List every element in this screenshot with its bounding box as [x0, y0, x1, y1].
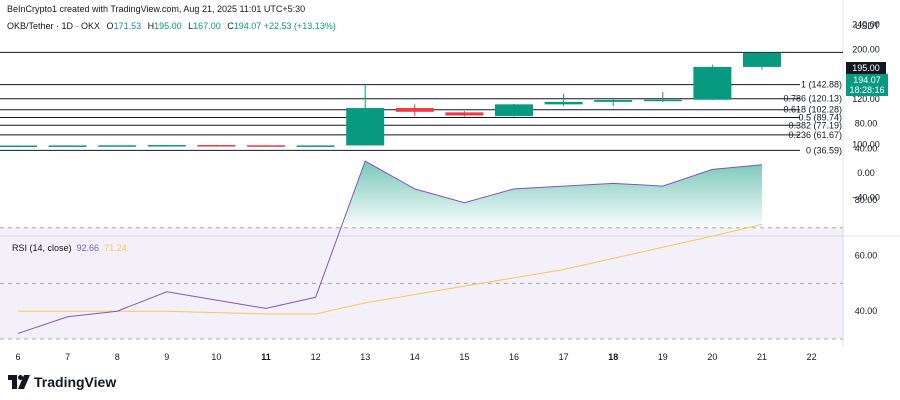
rsi-line — [17, 160, 763, 334]
price-tick-label: 40.00 — [855, 143, 878, 153]
rsi-tick-label: 60.00 — [855, 251, 878, 261]
countdown-text: 18:28:16 — [849, 85, 884, 95]
created-note: BeInCrypto1 created with TradingView.com… — [7, 4, 306, 14]
tradingview-icon — [8, 375, 30, 389]
date-tick-label: 10 — [211, 352, 221, 362]
candle-body — [594, 100, 633, 102]
price-tick-label: 120.00 — [852, 94, 880, 104]
candle-body — [48, 145, 87, 147]
price-pane: 1 (142.88)0.786 (120.13)0.618 (102.28)0.… — [0, 51, 843, 155]
price-tick-label: 200.00 — [852, 44, 880, 54]
candle-body — [147, 145, 186, 147]
rsi-overbought-fill — [340, 161, 762, 228]
price-tick-label: −40.00 — [852, 193, 880, 203]
fib-level-label: 0 (36.59) — [806, 145, 842, 155]
date-tick-label: 11 — [261, 352, 271, 362]
candle-body — [98, 145, 137, 147]
date-tick-label: 14 — [410, 352, 420, 362]
high-value: 195.00 — [154, 21, 182, 31]
rsi-background-band — [0, 227, 843, 339]
rsi-tick-label: 40.00 — [855, 306, 878, 316]
price-tick-label: 0.00 — [857, 168, 875, 178]
candle-body — [296, 145, 335, 147]
rsi-pane — [0, 160, 843, 340]
rsi-ma-value: 71.24 — [104, 243, 127, 253]
close-value: 194.07 — [233, 21, 262, 31]
fib-level-label: 0.382 (77.19) — [788, 120, 842, 130]
date-tick-label: 15 — [459, 352, 469, 362]
high-label: H — [147, 21, 155, 31]
candle-body — [544, 101, 583, 105]
date-tick-label: 12 — [311, 352, 321, 362]
fib-level-label: 0.786 (120.13) — [783, 94, 842, 104]
rsi-tick-label: 80.00 — [855, 195, 878, 205]
rsi-ma-line — [18, 223, 763, 315]
symbol-name[interactable]: OKB/Tether · 1D · OKX — [7, 21, 101, 31]
date-tick-label: 21 — [757, 352, 767, 362]
open-value: 171.53 — [113, 21, 142, 31]
date-tick-label: 22 — [807, 352, 817, 362]
candle-body — [346, 108, 385, 146]
fib-level-label: 1 (142.88) — [801, 80, 842, 90]
open-label: O — [106, 21, 114, 31]
date-tick-label: 7 — [65, 352, 70, 362]
price-tick-label: 80.00 — [855, 119, 878, 129]
date-tick-label: 8 — [115, 352, 120, 362]
candle-body — [0, 145, 37, 148]
fib-level-label: 0.236 (61.67) — [788, 130, 842, 140]
tradingview-wordmark: TradingView — [34, 374, 117, 390]
candle-body — [743, 52, 781, 67]
tradingview-logo[interactable]: TradingView — [8, 374, 116, 390]
date-tick-label: 13 — [360, 352, 370, 362]
date-tick-label: 19 — [658, 352, 668, 362]
fib-level-label: 0.618 (102.28) — [783, 105, 842, 115]
last-price-tag: 194.07 18:28:16 — [846, 74, 888, 96]
date-tick-label: 16 — [509, 352, 519, 362]
candle-body — [445, 112, 484, 116]
last-price-text: 194.07 — [853, 75, 881, 85]
close-label: C — [227, 21, 234, 31]
date-tick-label: 20 — [707, 352, 717, 362]
currency-label[interactable]: USDT — [855, 21, 880, 31]
low-label: L — [188, 21, 194, 31]
candle-body — [643, 99, 682, 102]
candle-body — [197, 145, 236, 147]
date-tick-label: 17 — [559, 352, 569, 362]
date-tick-label: 6 — [15, 352, 20, 362]
rsi-label[interactable]: RSI (14, close) — [12, 243, 72, 253]
fib-level-label: 0.5 (89.74) — [798, 112, 842, 122]
candle-body — [395, 108, 434, 112]
candle-body — [495, 104, 533, 117]
low-value: 167.00 — [193, 21, 221, 31]
rsi-legend: RSI (14, close) 92.66 71.24 — [12, 243, 127, 253]
rsi-tick-label: 100.00 — [852, 139, 880, 149]
symbol-legend: OKB/Tether · 1D · OKX O171.53 H195.00 L1… — [7, 21, 336, 31]
rsi-value: 92.66 — [76, 243, 100, 253]
date-tick-label: 9 — [164, 352, 169, 362]
price-tick-label: 240.00 — [852, 20, 880, 30]
high-price-tag: 195.00 — [846, 62, 886, 74]
change-value: +22.53 (+13.13%) — [263, 21, 336, 31]
candle-body — [693, 66, 732, 100]
last-price-tag-bg — [846, 74, 888, 96]
high-price-tag-text: 195.00 — [852, 63, 880, 73]
date-tick-label: 18 — [608, 352, 618, 362]
high-price-tag-bg — [846, 62, 886, 74]
candle-body — [247, 145, 285, 147]
